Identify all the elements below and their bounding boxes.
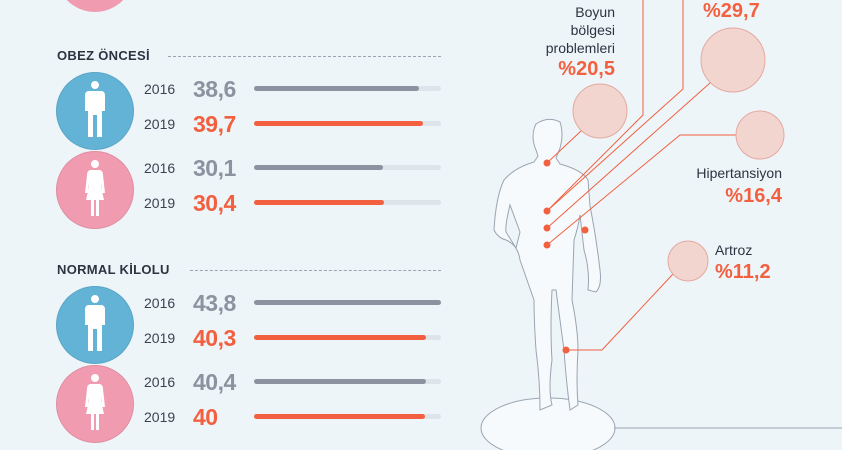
year-label: 2019 [144,330,176,346]
value-label: 43,8 [193,290,236,316]
hypertension-label: Hipertansiyon [696,165,782,181]
female-figure-icon [84,159,106,221]
value-label: 30,1 [193,155,236,181]
value-label: 38,6 [193,76,236,102]
male-avatar [56,286,134,364]
bar-track [254,300,441,305]
neck-label: Boyun bölgesi problemleri [546,3,615,57]
year-label: 2016 [144,374,176,390]
female-figure-icon [84,373,106,435]
bar-track [254,86,441,91]
arthrosis-value: %11,2 [715,261,771,283]
year-label: 2019 [144,409,176,425]
year-label: 2019 [144,195,176,211]
value-label: 40,4 [193,369,236,395]
neck-value: %20,5 [558,58,615,80]
value-label: 39,7 [193,111,236,137]
bar [254,379,427,384]
disease-circles [572,27,785,282]
bar [254,200,384,205]
male-figure-icon [83,294,107,356]
section-title: NORMAL KİLOLU [57,262,170,277]
bar-track [254,200,441,205]
value-label: 40 [193,404,218,430]
human-silhouette [493,118,601,411]
leader-lines [546,0,737,351]
bar-track [254,379,441,384]
bar [254,86,419,91]
top-disease-value: %29,7 [703,0,760,22]
bar [254,414,425,419]
bar [254,335,427,340]
year-label: 2016 [144,160,176,176]
body-points [543,159,589,354]
arthrosis-label: Artroz [715,242,753,258]
year-label: 2016 [144,81,176,97]
male-figure-icon [83,80,107,142]
bar [254,121,424,126]
hypertension-value: %16,4 [725,185,782,207]
year-label: 2016 [144,295,176,311]
bar [254,300,441,305]
bar-track [254,121,441,126]
female-avatar [56,151,134,229]
bar-track [254,335,441,340]
hypertension-circle [735,110,785,160]
arthrosis-circle [667,240,709,282]
top-disease-circle [700,27,766,93]
female-avatar [56,365,134,443]
male-avatar [56,72,134,150]
year-label: 2019 [144,116,176,132]
neck-label-line: Boyun [575,4,615,20]
neck-label-line: problemleri [545,40,615,56]
value-label: 30,4 [193,190,236,216]
neck-label-line: bölgesi [570,22,615,38]
bar [254,165,383,170]
section-title: OBEZ ÖNCESİ [57,48,150,63]
neck-circle [572,83,628,139]
bar-track [254,165,441,170]
section-divider [190,270,441,271]
bar-track [254,414,441,419]
value-label: 40,3 [193,325,236,351]
section-divider [168,56,441,57]
